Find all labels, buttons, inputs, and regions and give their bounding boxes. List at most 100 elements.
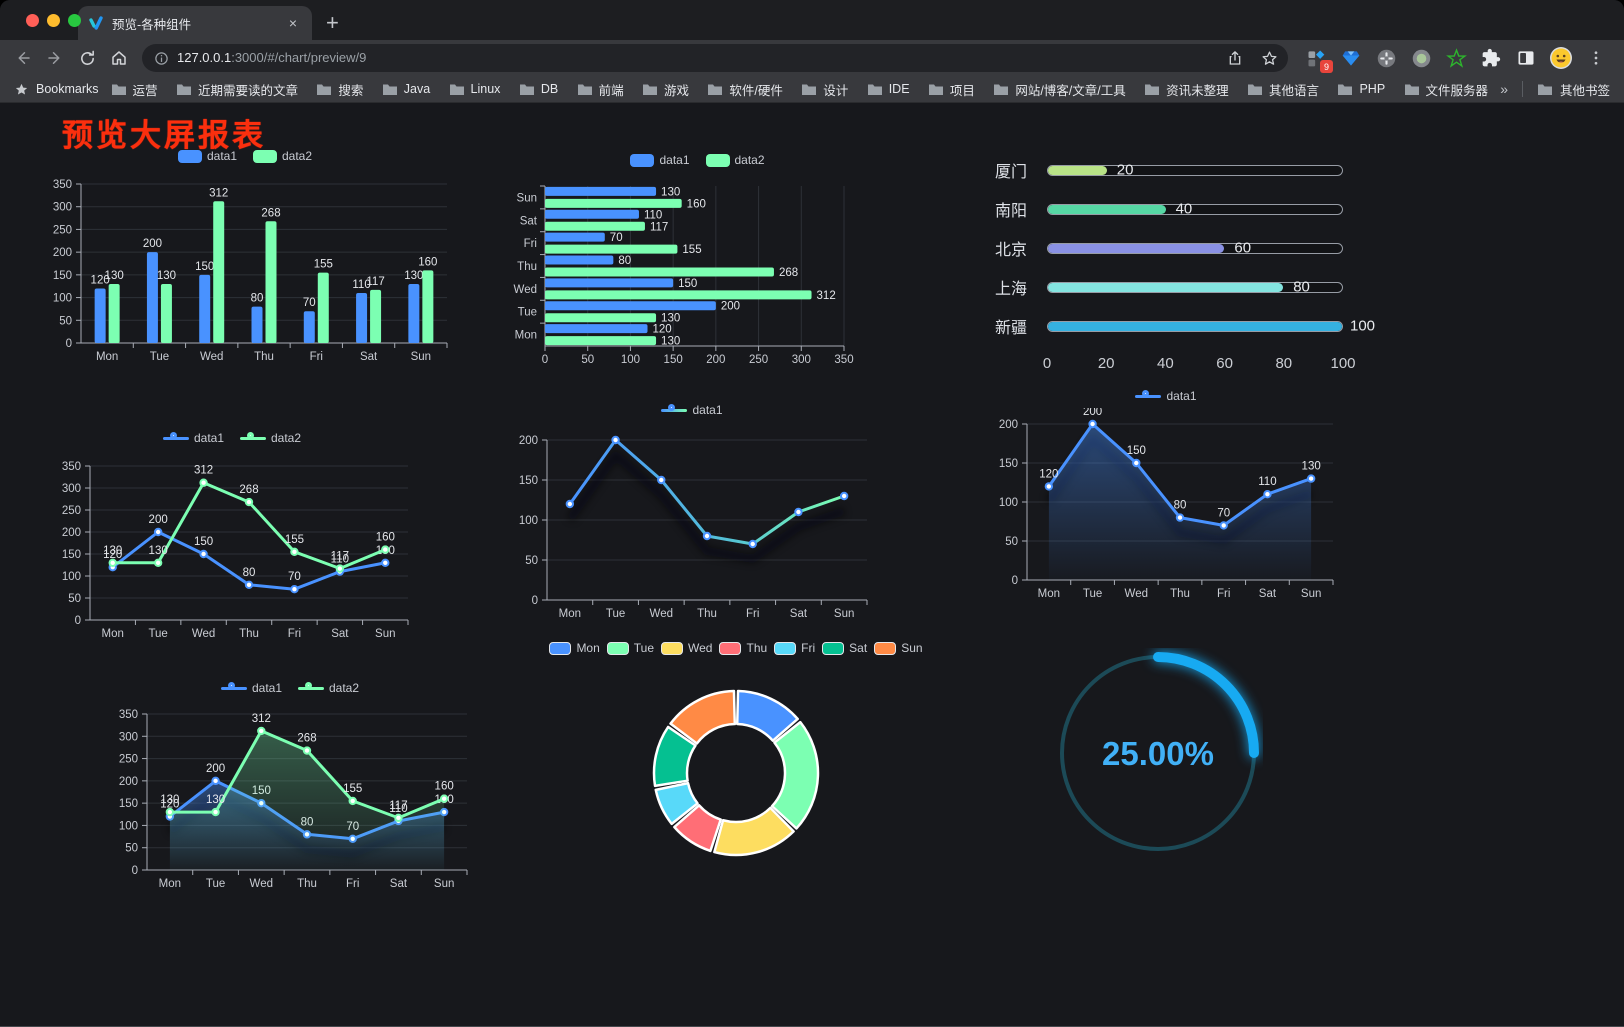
- pie-slice-Sat[interactable]: [652, 725, 697, 788]
- pie-slice-Mon[interactable]: [735, 689, 799, 742]
- point-data1-Sun[interactable]: [839, 491, 849, 501]
- point-data1-Wed[interactable]: [1132, 458, 1141, 468]
- point-data2-Fri[interactable]: [348, 796, 357, 806]
- point-data1-Wed[interactable]: [199, 549, 208, 559]
- point-data2-Thu[interactable]: [244, 497, 254, 507]
- point-data2-Wed[interactable]: [257, 726, 266, 736]
- point-data1-Tue[interactable]: [211, 776, 220, 786]
- bar-data2-Wed[interactable]: [545, 290, 812, 300]
- site-info-icon[interactable]: [154, 51, 169, 66]
- bookmark-folder[interactable]: Java: [382, 82, 430, 96]
- point-data2-Tue[interactable]: [211, 807, 220, 817]
- pie-slice-Fri[interactable]: [654, 781, 699, 826]
- bookmark-folder[interactable]: 搜索: [316, 80, 363, 99]
- legend-item-sun[interactable]: Sun: [874, 641, 923, 655]
- minimize-window-button[interactable]: [47, 14, 60, 27]
- bar-data2-Sun[interactable]: [422, 270, 434, 343]
- side-panel-icon[interactable]: [1514, 46, 1538, 70]
- pie-slice-Wed[interactable]: [713, 806, 795, 857]
- forward-button[interactable]: [40, 44, 70, 72]
- bookmark-folder[interactable]: 近期需要读的文章: [176, 80, 298, 99]
- bar-data2-Sun[interactable]: [545, 198, 682, 208]
- bar-data1-Thu[interactable]: [545, 255, 614, 265]
- point-data1-Sat[interactable]: [794, 507, 803, 517]
- grouped-bar-chart-canvas[interactable]: 0 50 100 150 200 250 300 350 Mon Tue Wed Thu Fri Sat S…: [35, 168, 455, 373]
- point-data2-Sat[interactable]: [335, 564, 345, 573]
- bookmark-folder[interactable]: DB: [519, 82, 558, 96]
- bar-data2-Mon[interactable]: [108, 283, 120, 343]
- bar-data2-Tue[interactable]: [160, 283, 172, 343]
- legend-item-data2[interactable]: data2: [298, 681, 359, 695]
- bookmark-folder[interactable]: IDE: [867, 82, 910, 96]
- bar-data1-Wed[interactable]: [199, 274, 211, 343]
- bookmark-star-icon[interactable]: [1256, 44, 1282, 72]
- bar-data1-Tue[interactable]: [146, 252, 158, 343]
- bar-data1-Sat[interactable]: [545, 209, 639, 219]
- point-data2-Sun[interactable]: [439, 794, 449, 803]
- bar-data1-Sun[interactable]: [408, 283, 420, 343]
- point-data2-Fri[interactable]: [290, 547, 299, 557]
- point-data1-Sat[interactable]: [1263, 490, 1272, 499]
- url-bar[interactable]: 127.0.0.1:3000/#/chart/preview/9: [142, 44, 1288, 72]
- bookmark-folder[interactable]: 设计: [801, 80, 848, 99]
- legend-item-data1[interactable]: data1: [630, 153, 690, 167]
- share-icon[interactable]: [1222, 44, 1248, 72]
- legend-item-sat[interactable]: Sat: [822, 641, 867, 655]
- tab-close-icon[interactable]: ×: [288, 15, 298, 31]
- bar-data2-Mon[interactable]: [545, 336, 657, 346]
- legend-item-data1[interactable]: data1: [1135, 389, 1197, 403]
- gradient-line-chart-canvas[interactable]: 0 50 100 150 200 Mon Tue Wed Thu Fri Sat Sun: [503, 422, 881, 628]
- bookmark-folder[interactable]: PHP: [1337, 82, 1385, 96]
- bar-data1-Fri[interactable]: [303, 311, 315, 343]
- legend-item-data2[interactable]: data2: [240, 431, 301, 445]
- bookmark-folder[interactable]: 资讯未整理: [1144, 80, 1229, 99]
- legend-item-data1[interactable]: data1: [177, 149, 237, 163]
- bookmarks-manager[interactable]: Bookmarks: [14, 82, 99, 97]
- area-chart-single-canvas[interactable]: 0 50 100 150 200 Mon Tue Wed Thu Fri Sat Sun 120 200 1…: [985, 408, 1347, 608]
- point-data2-Sat[interactable]: [394, 813, 403, 823]
- point-data2-Tue[interactable]: [153, 558, 163, 568]
- bookmark-folder[interactable]: 前端: [577, 80, 624, 99]
- new-tab-button[interactable]: +: [326, 10, 339, 35]
- point-data1-Mon[interactable]: [565, 499, 575, 509]
- profile-avatar[interactable]: [1549, 46, 1573, 70]
- gauge-canvas[interactable]: 25.00%: [1053, 648, 1263, 858]
- point-data2-Thu[interactable]: [302, 746, 312, 755]
- command-extension-icon[interactable]: [1374, 46, 1398, 70]
- bookmarks-overflow-chevron[interactable]: »: [1500, 81, 1508, 97]
- bookmark-folder[interactable]: 项目: [928, 80, 975, 99]
- extensions-puzzle-icon[interactable]: [1479, 46, 1503, 70]
- point-data1-Sun[interactable]: [1306, 474, 1316, 483]
- bar-data1-Fri[interactable]: [545, 232, 605, 242]
- gem-extension-icon[interactable]: [1339, 46, 1363, 70]
- bar-data1-Wed[interactable]: [545, 278, 674, 288]
- bookmark-folder[interactable]: 网站/博客/文章/工具: [993, 80, 1126, 99]
- bookmark-folder[interactable]: 文件服务器: [1404, 80, 1488, 99]
- other-bookmarks[interactable]: 其他书签: [1537, 80, 1610, 99]
- bar-data2-Tue[interactable]: [545, 313, 657, 323]
- point-data1-Fri[interactable]: [290, 585, 299, 594]
- point-data1-Tue[interactable]: [611, 435, 620, 445]
- bar-data2-Sat[interactable]: [545, 221, 645, 231]
- browser-menu-icon[interactable]: [1584, 46, 1608, 70]
- legend-item-data1[interactable]: data1: [661, 403, 723, 417]
- horizontal-bar-chart-canvas[interactable]: 0 50 100 150 200 250 300 350 Mon Tue Wed Thu Fri Sat S…: [505, 172, 890, 372]
- bar-data2-Fri[interactable]: [545, 244, 678, 254]
- point-data2-Sun[interactable]: [381, 545, 390, 554]
- pie-slice-Thu[interactable]: [673, 804, 722, 853]
- close-window-button[interactable]: [26, 14, 39, 27]
- bookmark-folder[interactable]: Linux: [449, 82, 500, 96]
- bar-data2-Fri[interactable]: [317, 272, 329, 343]
- legend-item-tue[interactable]: Tue: [606, 641, 654, 655]
- point-data1-Tue[interactable]: [153, 527, 163, 537]
- point-data2-Mon[interactable]: [165, 807, 175, 817]
- bar-data1-Sat[interactable]: [356, 293, 368, 343]
- bar-data2-Wed[interactable]: [213, 201, 225, 343]
- bar-data2-Sat[interactable]: [370, 289, 382, 343]
- point-data1-Wed[interactable]: [657, 475, 666, 485]
- legend-item-mon[interactable]: Mon: [549, 641, 600, 655]
- line-chart-dual-canvas[interactable]: 0 50 100 150 200 250 300 350 Mon Tue Wed Thu Fri Sat S…: [46, 450, 418, 650]
- point-data2-Wed[interactable]: [199, 478, 208, 487]
- bookmark-folder[interactable]: 软件/硬件: [707, 80, 783, 99]
- bar-data1-Sun[interactable]: [545, 186, 657, 196]
